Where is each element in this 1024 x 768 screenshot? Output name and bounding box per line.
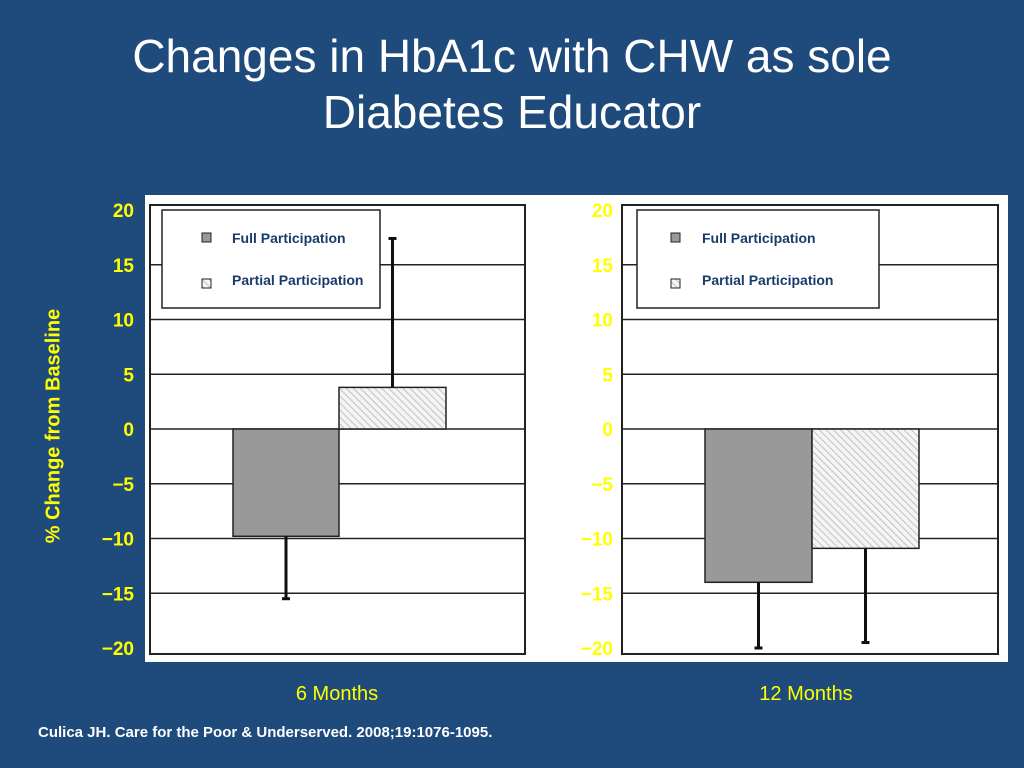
y-tick-label: 0 — [602, 420, 613, 441]
y-tick-label: 20 — [113, 201, 134, 222]
legend-label-partial: Partial Participation — [232, 272, 363, 288]
x-label-12-months: 12 Months — [759, 683, 853, 705]
bar-partial-participation — [338, 386, 447, 430]
y-tick-label: −10 — [581, 530, 613, 551]
legend-swatch-full — [201, 232, 212, 243]
y-tick-label: 0 — [123, 420, 134, 441]
y-tick-label: −15 — [102, 584, 135, 605]
chart-12-months: 20 15 10 5 0 −5 −10 −15 −20 Full Participation Par… — [581, 201, 999, 660]
y-tick-label: 15 — [592, 256, 614, 277]
title-line-2: Diabetes Educator — [322, 86, 702, 138]
chart-6-months: 20 15 10 5 0 −5 −10 −15 −20 Full Participation Par… — [102, 201, 526, 660]
legend-label-partial: Partial Participation — [702, 272, 833, 288]
legend-label-full: Full Participation — [232, 230, 346, 246]
bar-partial-participation — [811, 428, 920, 550]
plot-frame — [621, 204, 999, 655]
legend-swatch-full — [670, 232, 681, 243]
y-tick-label: −15 — [581, 584, 614, 605]
legend-swatch-partial — [670, 278, 681, 289]
y-tick-label: −20 — [102, 639, 134, 660]
bar-full-participation — [232, 428, 340, 538]
y-tick-label: −5 — [112, 475, 134, 496]
plot-frame — [149, 204, 526, 655]
y-tick-label: 5 — [123, 365, 134, 386]
y-tick-label: −10 — [102, 530, 134, 551]
legend-box — [161, 209, 381, 309]
legend-swatch-partial — [201, 278, 212, 289]
y-tick-label: −5 — [591, 475, 613, 496]
y-tick-label: 5 — [602, 365, 613, 386]
y-tick-label: 10 — [113, 311, 134, 332]
y-tick-label: 15 — [113, 256, 135, 277]
citation: Culica JH. Care for the Poor & Underserv… — [38, 724, 493, 741]
y-tick-label: 10 — [592, 311, 613, 332]
y-tick-label: 20 — [592, 201, 613, 222]
y-axis-label: % Change from Baseline — [42, 308, 65, 544]
title-line-1: Changes in HbA1c with CHW as sole — [132, 30, 892, 82]
x-label-6-months: 6 Months — [295, 683, 379, 705]
legend-label-full: Full Participation — [702, 230, 816, 246]
bar-full-participation — [704, 428, 813, 584]
slide-title: Changes in HbA1c with CHW as sole Diabet… — [0, 28, 1024, 140]
y-tick-label: −20 — [581, 639, 613, 660]
legend-box — [636, 209, 880, 309]
legend: Full Participation Partial Participation — [636, 209, 880, 309]
legend: Full Participation Partial Participation — [161, 209, 381, 309]
